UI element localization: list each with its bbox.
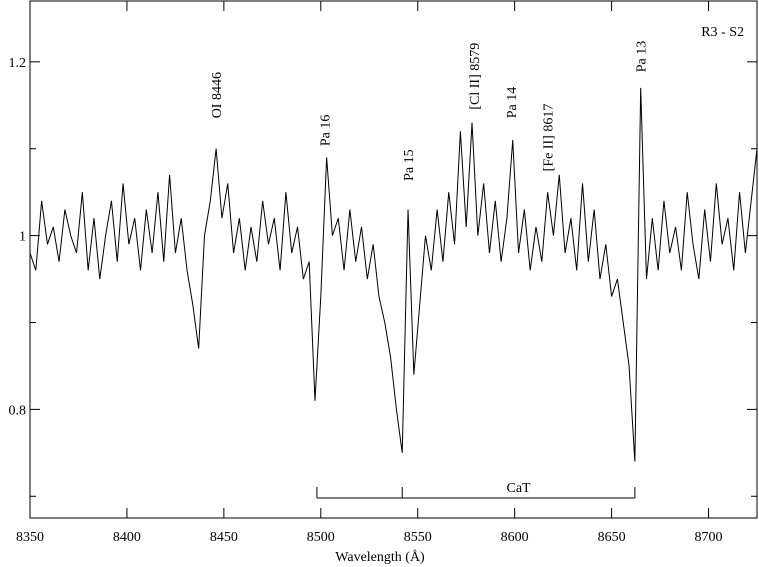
x-tick-label: 8700 [695,530,723,545]
y-tick-label: 0.8 [9,403,27,418]
x-tick-label: 8650 [598,530,626,545]
line-annotation: OI 8446 [210,72,225,118]
x-axis-label: Wavelength (Å) [335,549,425,565]
line-annotation: [Cl II] 8579 [468,43,483,110]
y-tick-label: 1 [19,230,26,245]
plot-frame [29,0,758,519]
line-annotation: [Fe II] 8617 [542,104,557,172]
spectrum-line [29,87,758,462]
line-annotation: Pa 14 [505,87,520,119]
corner-label: R3 - S2 [701,25,744,40]
x-tick-label: 8400 [113,530,141,545]
x-tick-label: 8450 [210,530,238,545]
line-annotation: Pa 13 [635,41,650,73]
line-annotation: Pa 16 [319,115,334,147]
x-tick-label: 8550 [404,530,432,545]
x-tick-label: 8350 [16,530,44,545]
x-tick-label: 8500 [307,530,335,545]
line-annotation: Pa 15 [402,149,417,181]
y-tick-label: 1.2 [9,56,27,71]
x-tick-label: 8600 [501,530,529,545]
bracket-label: CaT [506,481,531,496]
